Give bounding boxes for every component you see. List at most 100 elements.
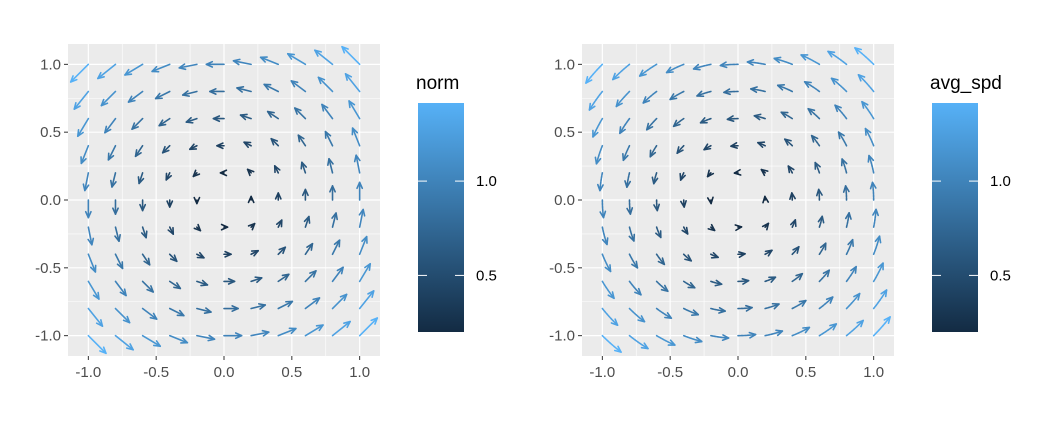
arrow-shaft [773,57,794,66]
vector-arrow [818,242,827,256]
arrow-shaft [141,307,158,320]
arrow-head [247,222,256,231]
vector-arrow [585,63,604,84]
arrow-head [209,88,217,95]
arrow-shaft [250,304,267,310]
arrow-head [303,215,311,224]
vector-arrow [193,196,201,205]
arrow-shaft [791,326,811,337]
vector-arrow [760,168,769,177]
arrow-head [300,161,308,170]
vector-arrow [300,161,308,174]
vector-arrow [655,226,662,239]
arrow-head [830,77,839,85]
arrow-head [69,75,78,83]
arrow-shaft [114,253,124,270]
arrow-head [203,307,212,314]
vector-arrow [628,280,642,296]
arrow-head [127,95,136,103]
arrow-head [837,131,845,140]
legend: norm 0.5 1.0 [416,73,497,332]
arrow-shaft [168,307,185,317]
arrow-head [844,212,852,220]
vector-arrow [273,165,281,174]
vector-arrow [358,317,379,337]
vector-arrow [220,223,229,231]
colorbar-breaks: 0.5 1.0 [932,173,1011,284]
arrow-head [707,223,716,232]
arrow-shaft [297,134,307,147]
arrow-head [733,168,742,176]
arrow-head [166,200,174,208]
vector-arrow [733,168,742,176]
vector-arrow [791,245,800,256]
arrow-shaft [127,90,144,103]
arrow-head [780,111,789,119]
vector-arrow [232,58,252,66]
arrow-shaft [317,76,334,93]
arrow-shaft [154,90,171,100]
arrow-shaft [196,307,212,313]
arrow-head [667,339,676,346]
arrow-head [599,210,607,219]
vector-arrow [87,226,95,246]
arrow-head [607,291,615,300]
vector-arrow [807,107,821,120]
arrow-shaft [168,280,182,290]
vector-arrow [844,212,852,228]
vector-arrow [601,253,612,273]
arrow-shaft [601,307,619,326]
arrow-head [746,58,755,66]
arrow-head [719,61,728,69]
arrow-shaft [351,127,361,147]
vector-arrow [97,63,117,80]
arrow-head [745,304,753,312]
arrows-layer [69,45,379,355]
arrow-shaft [601,226,608,246]
legend-title: norm [416,73,459,94]
arrow-head [783,138,792,146]
arrow-shaft [615,90,631,108]
arrow-head [227,277,236,285]
arrow-head [119,288,127,297]
vector-arrow [294,107,307,120]
arrow-head [353,154,361,163]
arrow-shaft [314,49,334,66]
arrow-head [339,293,348,302]
vector-arrow [196,307,212,314]
arrow-head [143,257,151,266]
vector-arrow [87,307,104,327]
arrow-head [348,100,356,109]
vector-arrow [161,144,171,154]
arrow-shaft [341,45,361,66]
colorbar-breaks: 0.5 1.0 [418,173,497,284]
vector-arrow [303,215,311,228]
vector-arrow [275,219,283,228]
vector-arrow [817,215,825,228]
arrow-head [161,145,170,154]
y-tick-label: 0.5 [40,124,61,141]
arrow-shaft [764,303,780,310]
arrow-head [750,86,758,94]
vector-arrow [324,130,334,147]
vector-arrow [263,83,280,93]
arrow-head [216,142,224,150]
arrow-shaft [619,117,631,135]
vector-arrow [192,169,201,178]
vector-arrow [304,324,324,337]
vector-arrow [331,320,351,337]
vector-arrow [344,73,361,93]
chart-left: -1.0 -0.5 0.0 0.5 1.0 -1.0 -0.5 0.0 0.5 1.0 norm… [35,44,497,381]
arrow-head [254,276,263,284]
vector-arrow [710,306,726,314]
arrow-head [220,223,229,231]
vector-arrow [247,222,256,231]
arrow-shaft [628,253,639,269]
arrow-head [601,237,609,246]
arrow-shaft [872,262,884,283]
arrow-shaft [764,330,784,337]
arrow-shaft [114,307,131,324]
vector-arrow [682,334,703,344]
vector-arrow [682,280,696,289]
vector-arrow [243,141,252,149]
